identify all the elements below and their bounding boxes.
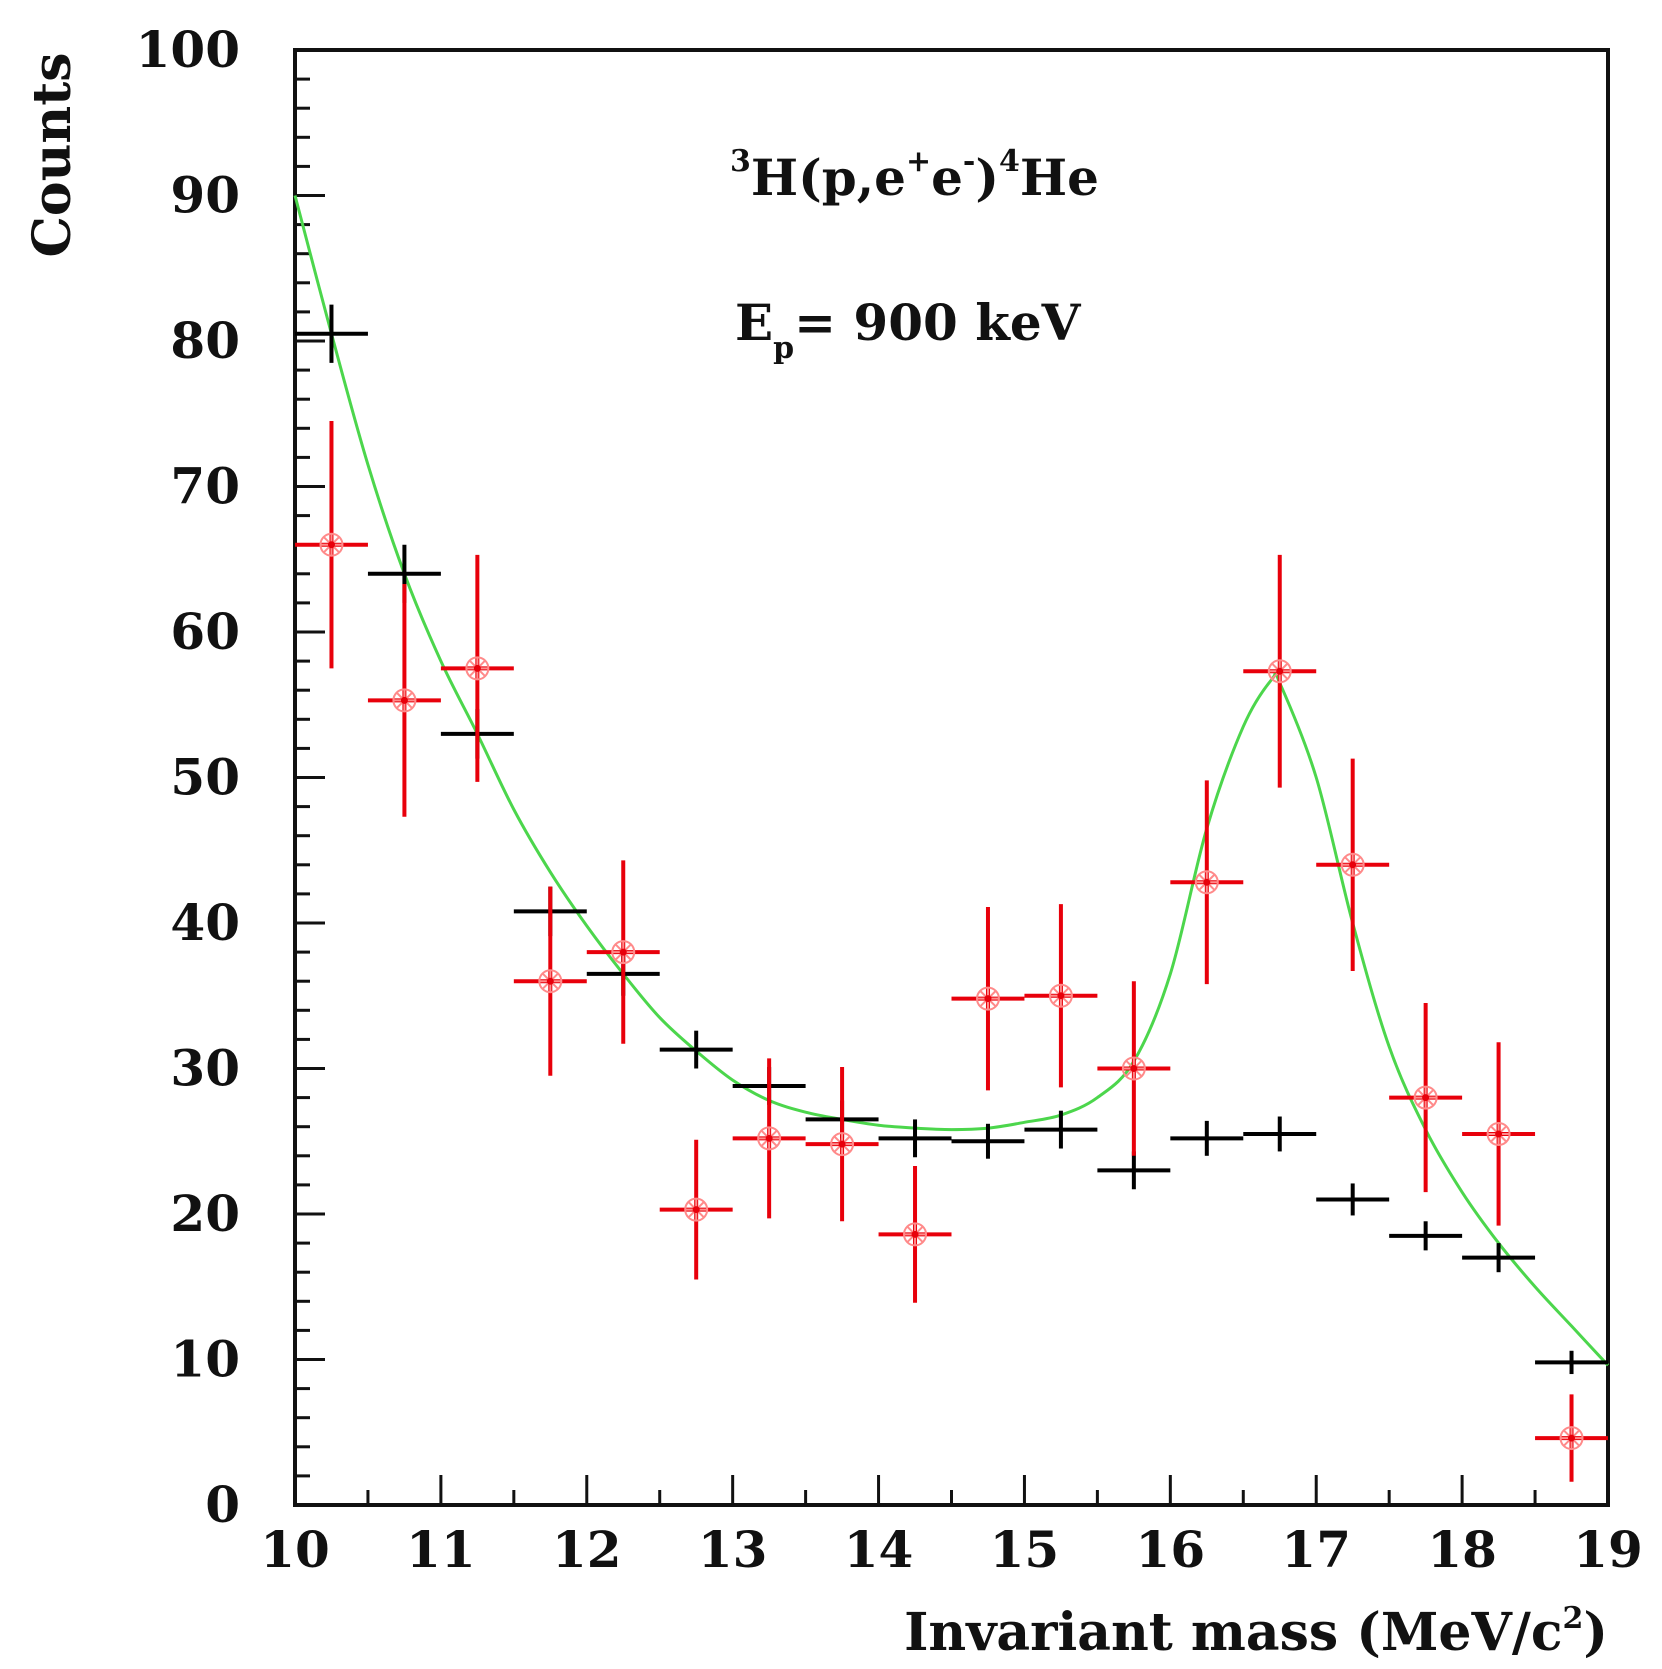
y-tick-label: 60 [170, 602, 240, 661]
data-marker [1486, 1121, 1511, 1146]
y-axis-title: Counts [22, 53, 83, 258]
y-tick-label: 70 [170, 457, 240, 516]
data-point [805, 1067, 879, 1222]
fit-layer [293, 195, 1610, 1367]
data-point [1535, 1394, 1608, 1482]
data-point [732, 1058, 806, 1219]
background-point [1170, 1120, 1244, 1156]
series-data [295, 421, 1608, 1482]
data-point [1170, 780, 1244, 985]
x-tick-label: 15 [990, 1520, 1060, 1579]
x-tick-label: 16 [1136, 1520, 1206, 1579]
y-tick-labels: 0 10 20 30 40 50 60 70 80 90 100 [136, 20, 240, 1534]
y-tick-label: 50 [170, 748, 240, 807]
x-tick-label: 19 [1573, 1520, 1643, 1579]
background-point [1535, 1350, 1608, 1375]
x-tick-label: 10 [260, 1520, 330, 1579]
data-marker [975, 986, 1000, 1011]
data-point [878, 1165, 952, 1303]
background-point [659, 1030, 733, 1069]
data-marker [1048, 983, 1073, 1008]
y-tick-label: 0 [205, 1475, 240, 1534]
y-tick-label: 20 [170, 1184, 240, 1243]
energy-label: Ep= 900 keV [735, 293, 1082, 366]
data-point [1097, 981, 1171, 1156]
data-marker [1194, 870, 1219, 895]
data-marker [1267, 659, 1292, 684]
x-tick-labels: 10 11 12 13 14 15 16 17 18 19 [260, 1520, 1643, 1579]
data-point [659, 1139, 733, 1280]
data-point [951, 906, 1025, 1091]
data-point [586, 860, 660, 1044]
data-point [1389, 1003, 1463, 1193]
data-marker [1121, 1056, 1146, 1081]
data-marker [611, 940, 636, 965]
y-tick-label: 30 [170, 1039, 240, 1098]
x-tick-label: 13 [698, 1520, 768, 1579]
y-tick-label: 40 [170, 893, 240, 952]
x-tick-label: 14 [844, 1520, 914, 1579]
background-point [1097, 1151, 1171, 1190]
x-tick-label: 17 [1281, 1520, 1351, 1579]
axis-ticks [293, 48, 1610, 1507]
background-point [295, 304, 368, 363]
data-marker [903, 1222, 928, 1247]
data-marker [538, 969, 563, 994]
background-point [1462, 1243, 1536, 1273]
data-marker [1559, 1426, 1584, 1451]
data-point [1462, 1042, 1536, 1226]
background-point [1316, 1183, 1390, 1216]
data-marker [1340, 852, 1365, 877]
background-point [1243, 1116, 1317, 1152]
background-point [1024, 1110, 1098, 1149]
y-tick-label: 100 [136, 20, 240, 79]
background-point [1389, 1221, 1463, 1251]
data-marker [392, 688, 417, 713]
data-marker [757, 1126, 782, 1151]
fit-curve [293, 195, 1610, 1367]
series-background [295, 304, 1608, 1375]
data-point [295, 421, 368, 669]
y-tick-label: 80 [170, 311, 240, 370]
data-marker [1413, 1085, 1438, 1110]
background-point [878, 1119, 952, 1158]
data-point [513, 886, 587, 1076]
background-point [951, 1123, 1025, 1159]
series-layer [295, 304, 1608, 1482]
data-point [1243, 554, 1317, 788]
y-tick-label: 90 [170, 166, 240, 225]
x-tick-label: 12 [552, 1520, 622, 1579]
data-point [1024, 904, 1098, 1088]
data-marker [830, 1132, 855, 1157]
x-axis-title: Invariant mass (MeV/c2) [904, 1601, 1608, 1663]
data-point [367, 583, 441, 817]
plot-frame [293, 48, 1610, 1507]
data-marker [684, 1197, 709, 1222]
x-tick-label: 11 [406, 1520, 476, 1579]
data-marker [465, 656, 490, 681]
reaction-label: 3H(p,e+e-)4He [730, 144, 1099, 207]
x-tick-label: 18 [1427, 1520, 1497, 1579]
data-point [440, 554, 514, 782]
data-point [1316, 758, 1390, 972]
data-marker [319, 532, 344, 557]
y-tick-label: 10 [170, 1330, 240, 1389]
